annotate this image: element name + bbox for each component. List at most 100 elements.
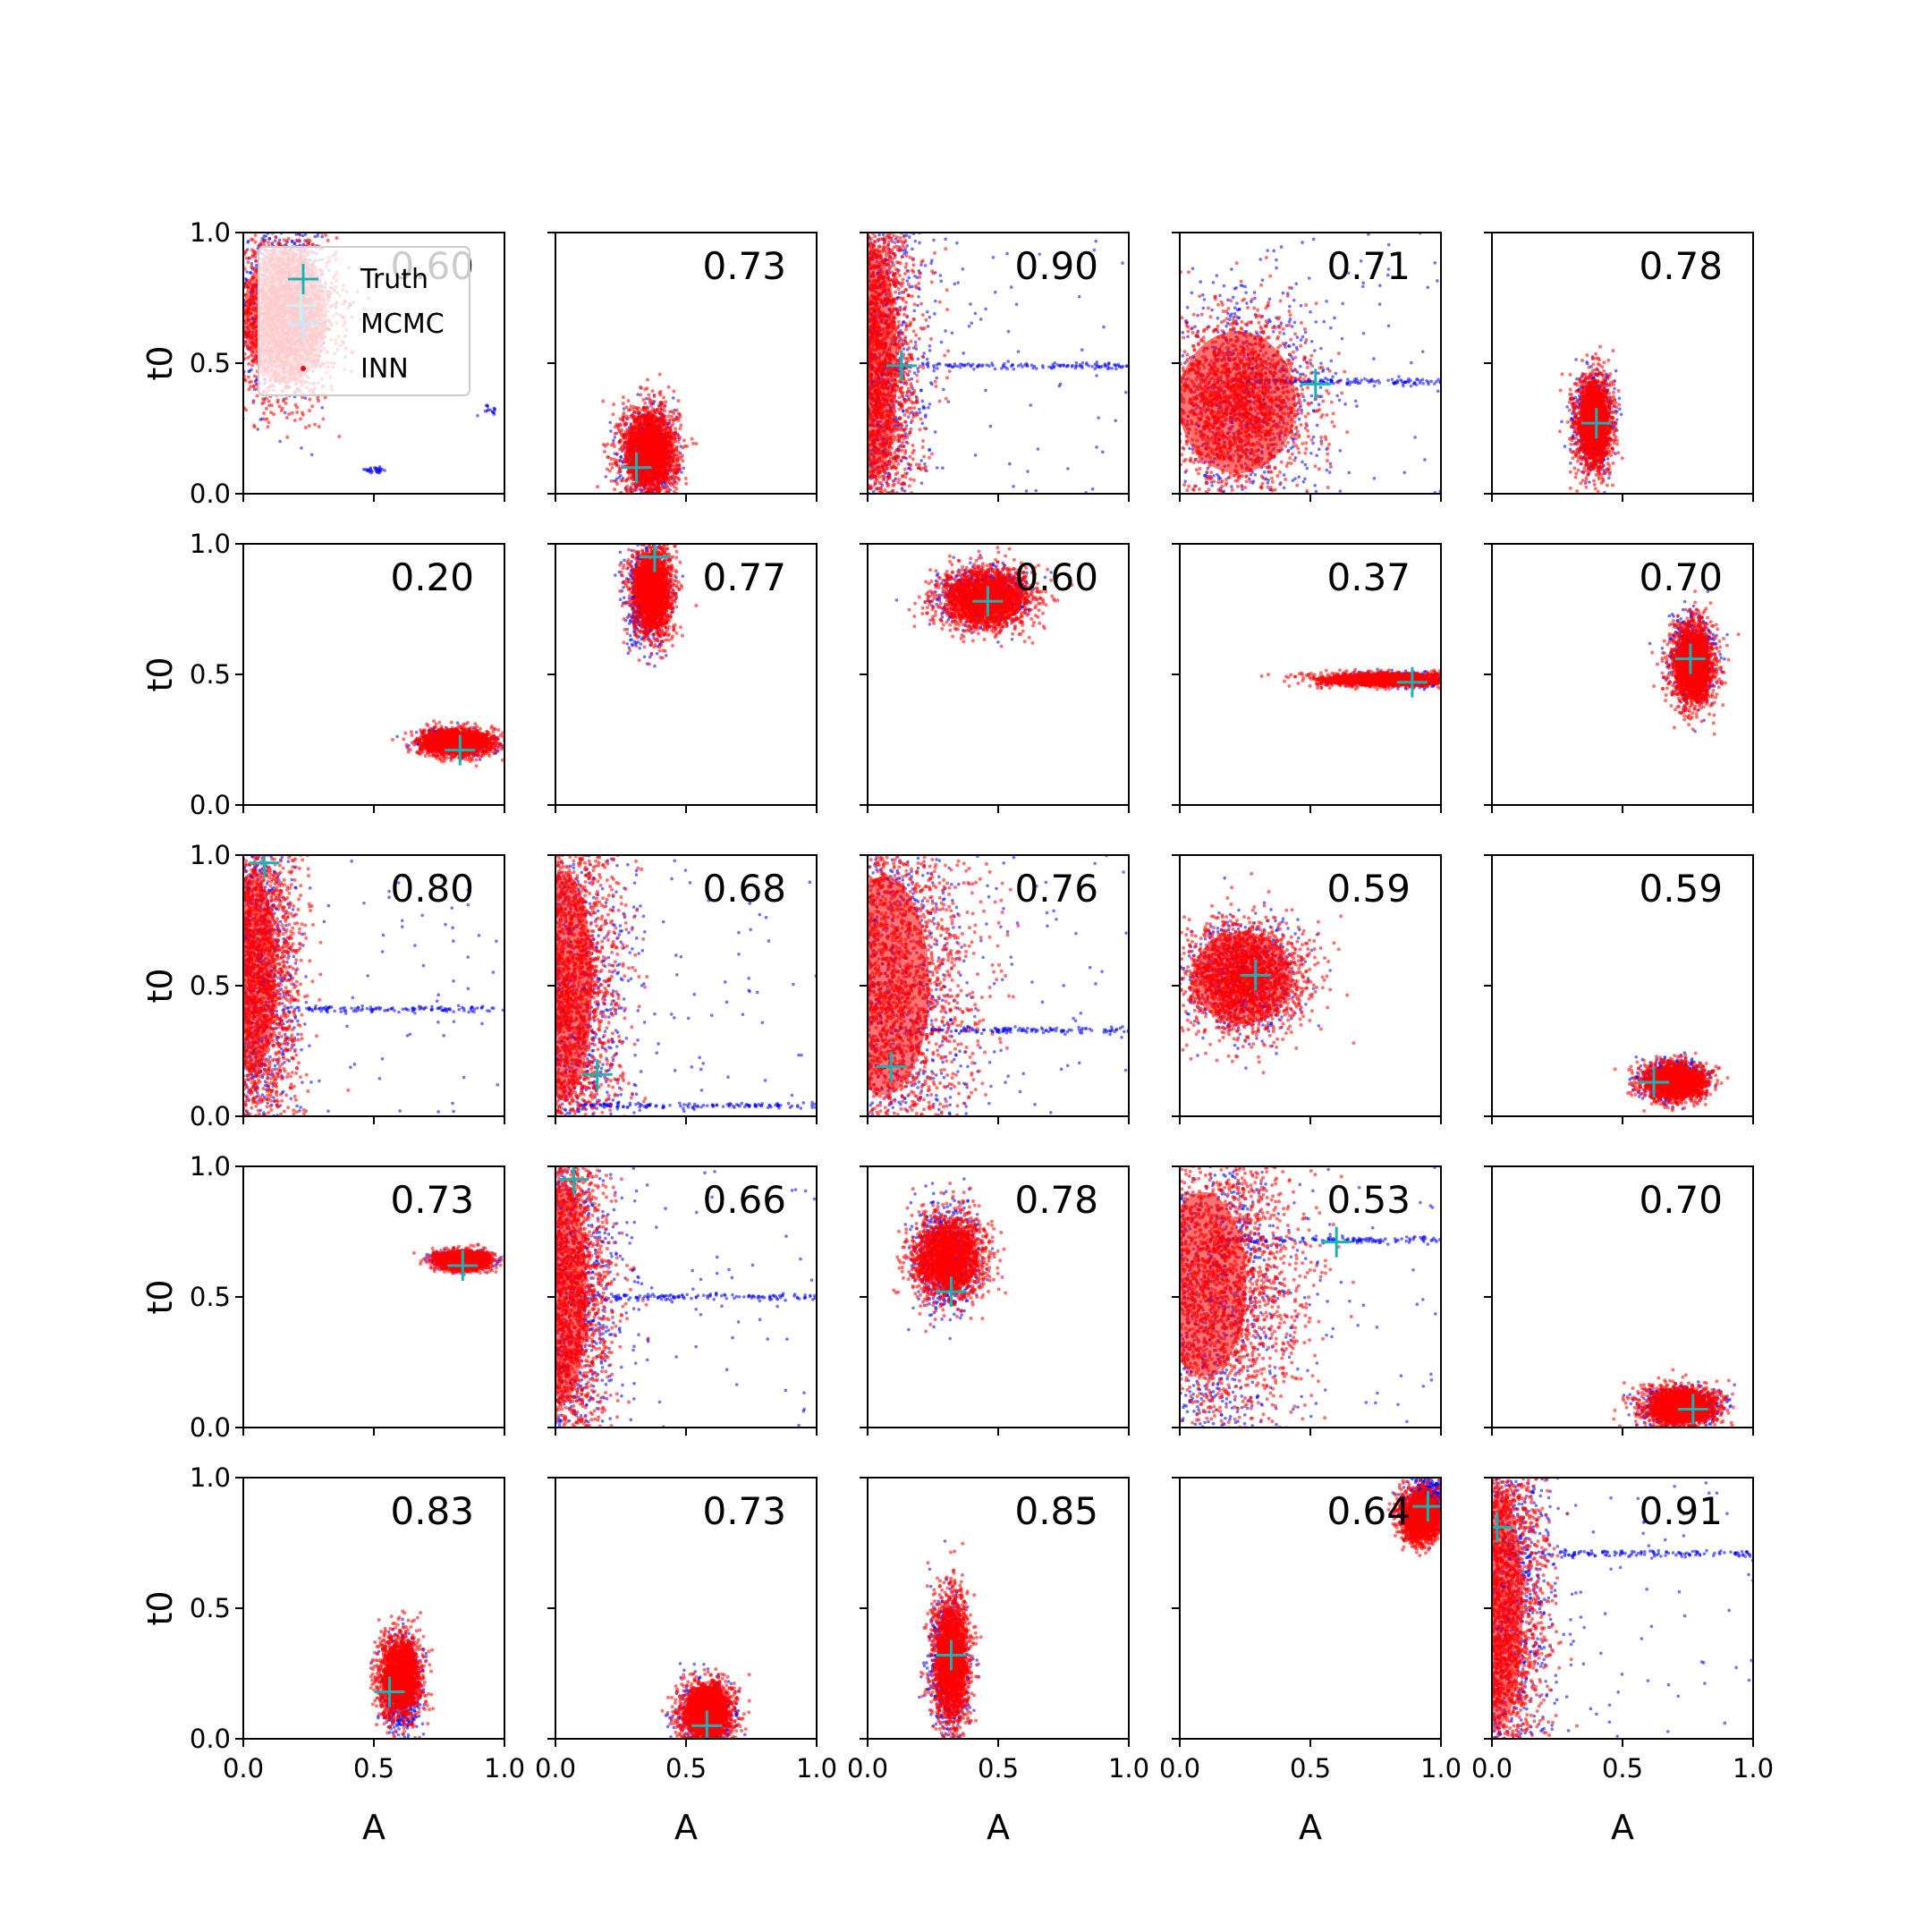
inn-point	[299, 417, 302, 420]
inn-point	[623, 495, 627, 498]
mcmc-point	[237, 312, 241, 316]
mcmc-point	[275, 225, 279, 229]
inn-point	[683, 445, 687, 448]
inn-point	[295, 406, 299, 410]
mcmc-point	[239, 255, 242, 258]
inn-point	[199, 294, 203, 298]
inn-point	[236, 281, 240, 284]
mcmc-point	[219, 342, 223, 345]
inn-point	[663, 506, 666, 510]
mcmc-point	[646, 496, 649, 500]
mcmc-point	[672, 396, 675, 400]
mcmc-point	[296, 219, 300, 223]
mcmc-point	[285, 222, 289, 225]
inn-point	[216, 273, 220, 276]
inn-point	[267, 223, 270, 226]
inn-point	[641, 513, 645, 517]
inn-point	[265, 407, 268, 411]
inn-point	[250, 266, 254, 269]
inn-point	[684, 482, 688, 486]
mcmc-point	[230, 308, 233, 311]
inn-point	[663, 486, 666, 489]
inn-point	[287, 412, 291, 416]
mcmc-point	[235, 329, 239, 333]
inn-point	[246, 260, 250, 264]
inn-point	[636, 506, 640, 510]
mcmc-point	[279, 216, 283, 220]
inn-point	[205, 325, 208, 328]
inn-point	[656, 505, 659, 509]
inn-point	[253, 210, 257, 214]
inn-point	[227, 333, 231, 336]
inn-point	[674, 427, 677, 430]
inn-point	[668, 428, 672, 432]
mcmc-point	[657, 497, 661, 501]
inn-point	[626, 478, 630, 481]
inn-point	[226, 301, 230, 305]
inn-point	[308, 212, 311, 216]
inn-point	[223, 335, 226, 338]
inn-point	[646, 386, 649, 390]
inn-point	[646, 378, 649, 382]
mcmc-point	[476, 414, 479, 418]
inn-point	[634, 503, 638, 506]
inn-point	[252, 385, 256, 388]
mcmc-point	[234, 358, 238, 361]
inn-point	[252, 228, 256, 232]
mcmc-point	[349, 226, 352, 230]
mcmc-point	[262, 199, 266, 203]
mcmc-point	[238, 311, 242, 315]
inn-point	[676, 440, 680, 444]
inn-point	[233, 358, 237, 361]
inn-point	[238, 265, 242, 268]
mcmc-point	[292, 223, 295, 226]
inn-point	[610, 444, 614, 447]
inn-point	[634, 411, 638, 414]
inn-point	[672, 389, 675, 393]
inn-point	[674, 499, 677, 503]
inn-point	[663, 533, 666, 537]
inn-point	[287, 237, 291, 241]
mcmc-point	[329, 192, 333, 196]
inn-point	[259, 216, 263, 219]
mcmc-point	[254, 224, 258, 227]
inn-point	[233, 316, 237, 319]
inn-point	[301, 413, 305, 417]
inn-point	[627, 399, 631, 402]
inn-point	[250, 238, 253, 242]
inn-point	[653, 509, 657, 513]
inn-point	[220, 310, 224, 314]
inn-point	[664, 400, 667, 403]
mcmc-point	[292, 225, 296, 228]
mcmc-point	[653, 510, 657, 513]
mcmc-point	[240, 204, 243, 208]
inn-point	[648, 496, 651, 499]
mcmc-point	[650, 527, 654, 530]
inn-point	[211, 326, 215, 330]
inn-point	[691, 437, 694, 441]
inn-point	[654, 498, 657, 502]
inn-point	[267, 400, 271, 403]
inn-point	[674, 487, 678, 490]
mcmc-point	[270, 219, 274, 223]
inn-point	[231, 313, 234, 317]
mcmc-point	[274, 239, 277, 242]
inn-point	[596, 485, 599, 488]
inn-point	[308, 398, 311, 402]
mcmc-point	[294, 211, 298, 215]
inn-point	[623, 505, 626, 509]
inn-point	[649, 497, 653, 501]
inn-point	[645, 497, 648, 501]
mcmc-point	[309, 226, 313, 230]
mcmc-point	[267, 498, 270, 502]
inn-point	[668, 481, 672, 485]
inn-point	[246, 356, 250, 360]
inn-point	[671, 520, 674, 523]
inn-point	[637, 496, 640, 500]
mcmc-point	[228, 272, 232, 275]
mcmc-point	[637, 511, 640, 514]
inn-point	[324, 233, 327, 237]
mcmc-point	[276, 192, 280, 196]
inn-point	[201, 304, 205, 308]
mcmc-point	[288, 216, 292, 220]
